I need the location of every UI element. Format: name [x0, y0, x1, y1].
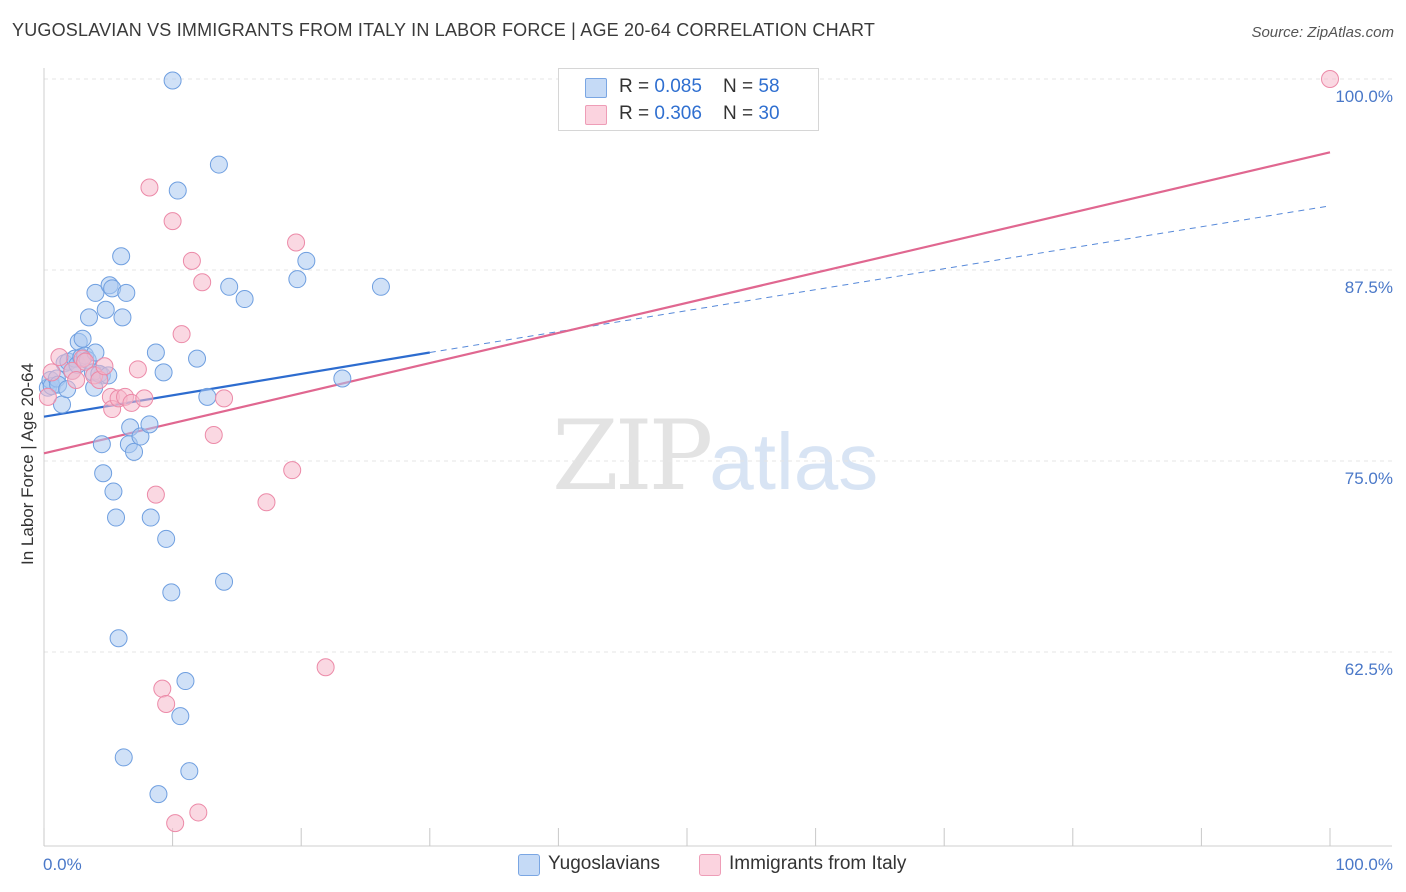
italy-point-6 — [76, 352, 95, 371]
yugoslavian-point-39 — [140, 415, 159, 434]
watermark-atlas: atlas — [709, 417, 879, 506]
yugoslavian-point-34 — [117, 283, 136, 302]
legend-swatch-bottom-yugoslavians — [518, 854, 540, 876]
y-axis-label: In Labor Force | Age 20-64 — [18, 363, 37, 565]
yugoslavian-point-58 — [333, 369, 352, 388]
yugoslavian-point-25 — [94, 464, 113, 483]
yugoslavian-point-40 — [141, 508, 160, 527]
yugoslavian-point-46 — [168, 181, 187, 200]
yugoslavian-point-44 — [162, 583, 181, 602]
yugoslavian-point-42 — [154, 363, 173, 382]
tick-labels: 100.0% 87.5% 75.0% 62.5% 0.0% 100.0% — [43, 87, 1393, 874]
yugoslavian-point-38 — [131, 427, 150, 446]
italy-point-33 — [189, 803, 208, 822]
italy-point-18 — [146, 485, 165, 504]
yugoslavian-point-49 — [180, 762, 199, 781]
italy-point-1 — [42, 363, 61, 382]
italy-point-26 — [215, 389, 234, 408]
correlation-legend: R = 0.085 N = 58 R = 0.306 N = 30 — [558, 68, 819, 131]
yugoslavian-point-17 — [80, 308, 99, 327]
yugoslavian-point-22 — [86, 283, 105, 302]
yugoslavian-point-14 — [73, 329, 92, 348]
axes — [43, 68, 1392, 847]
legend-swatch-bottom-italy — [699, 854, 721, 876]
yugoslavian-point-60 — [114, 748, 133, 767]
x-tick-label-left: 0.0% — [43, 855, 82, 874]
yugoslavian-point-54 — [220, 277, 239, 296]
yugoslavian-point-55 — [235, 290, 254, 309]
italy-point-0 — [38, 387, 57, 406]
watermark-zip: ZIP — [552, 400, 713, 512]
yugoslavian-point-56 — [288, 270, 307, 289]
italy-point-20 — [157, 694, 176, 713]
italy-point-17 — [140, 178, 159, 197]
yugoslavian-point-50 — [188, 349, 207, 368]
yugoslavian-point-61 — [149, 785, 168, 804]
legend-label-yugoslavians: Yugoslavians — [548, 853, 660, 874]
italy-point-30 — [316, 658, 335, 677]
italy-point-29 — [287, 233, 306, 252]
y-tick-label-1: 87.5% — [1345, 278, 1393, 297]
italy-point-4 — [67, 371, 86, 390]
italy-point-32 — [166, 814, 185, 833]
yugoslavian-point-30 — [104, 482, 123, 501]
italy-point-24 — [193, 273, 212, 292]
yugoslavian-point-59 — [371, 277, 390, 296]
source-credit: Source: ZipAtlas.com — [1251, 24, 1394, 41]
yugoslavian-point-53 — [215, 572, 234, 591]
yugoslavian-point-31 — [107, 508, 126, 527]
italy-point-28 — [283, 461, 302, 480]
italy-point-16 — [135, 389, 154, 408]
data-points — [38, 70, 1339, 833]
italy-point-22 — [172, 325, 191, 344]
italy-point-21 — [163, 212, 182, 231]
yugoslavian-point-43 — [157, 529, 176, 548]
y-tick-label-0: 100.0% — [1335, 87, 1393, 106]
yugoslavian-point-41 — [146, 343, 165, 362]
italy-point-19 — [153, 679, 172, 698]
yugoslavian-point-62 — [109, 629, 128, 648]
yugoslavian-point-24 — [92, 435, 111, 454]
yugoslavian-point-47 — [171, 707, 190, 726]
legend-swatch-italy — [585, 105, 607, 125]
yugoslavian-point-26 — [96, 300, 115, 319]
yugoslavian-point-32 — [112, 247, 131, 266]
italy-point-2 — [50, 348, 69, 367]
yugoslavian-point-52 — [209, 155, 228, 174]
italy-trend-line — [43, 151, 1331, 455]
watermark: ZIPatlas — [552, 400, 878, 512]
yugoslavian-point-57 — [297, 251, 316, 270]
yugoslavian-point-51 — [198, 387, 217, 406]
legend-stats-italy: R = 0.306 N = 30 — [619, 103, 780, 124]
gridlines — [44, 78, 1392, 653]
italy-point-23 — [182, 251, 201, 270]
yugoslavian-point-45 — [163, 71, 182, 90]
legend-stats-yugoslavians: R = 0.085 N = 58 — [619, 76, 780, 97]
y-tick-label-2: 75.0% — [1345, 469, 1393, 488]
y-tick-label-3: 62.5% — [1345, 660, 1393, 679]
yugoslavian-point-33 — [113, 308, 132, 327]
x-tick-label-right: 100.0% — [1335, 855, 1393, 874]
yugoslavian-point-48 — [176, 672, 195, 691]
chart-title: YUGOSLAVIAN VS IMMIGRANTS FROM ITALY IN … — [12, 20, 876, 40]
yugoslavian-trend-extension — [429, 205, 1331, 354]
legend-label-italy: Immigrants from Italy — [729, 853, 907, 874]
italy-point-31 — [1321, 70, 1339, 88]
legend-swatch-yugoslavians — [585, 78, 607, 98]
italy-point-15 — [128, 360, 147, 379]
yugoslavian-point-37 — [125, 442, 144, 461]
italy-point-9 — [95, 357, 114, 376]
italy-point-27 — [257, 493, 276, 512]
italy-point-25 — [204, 426, 223, 445]
